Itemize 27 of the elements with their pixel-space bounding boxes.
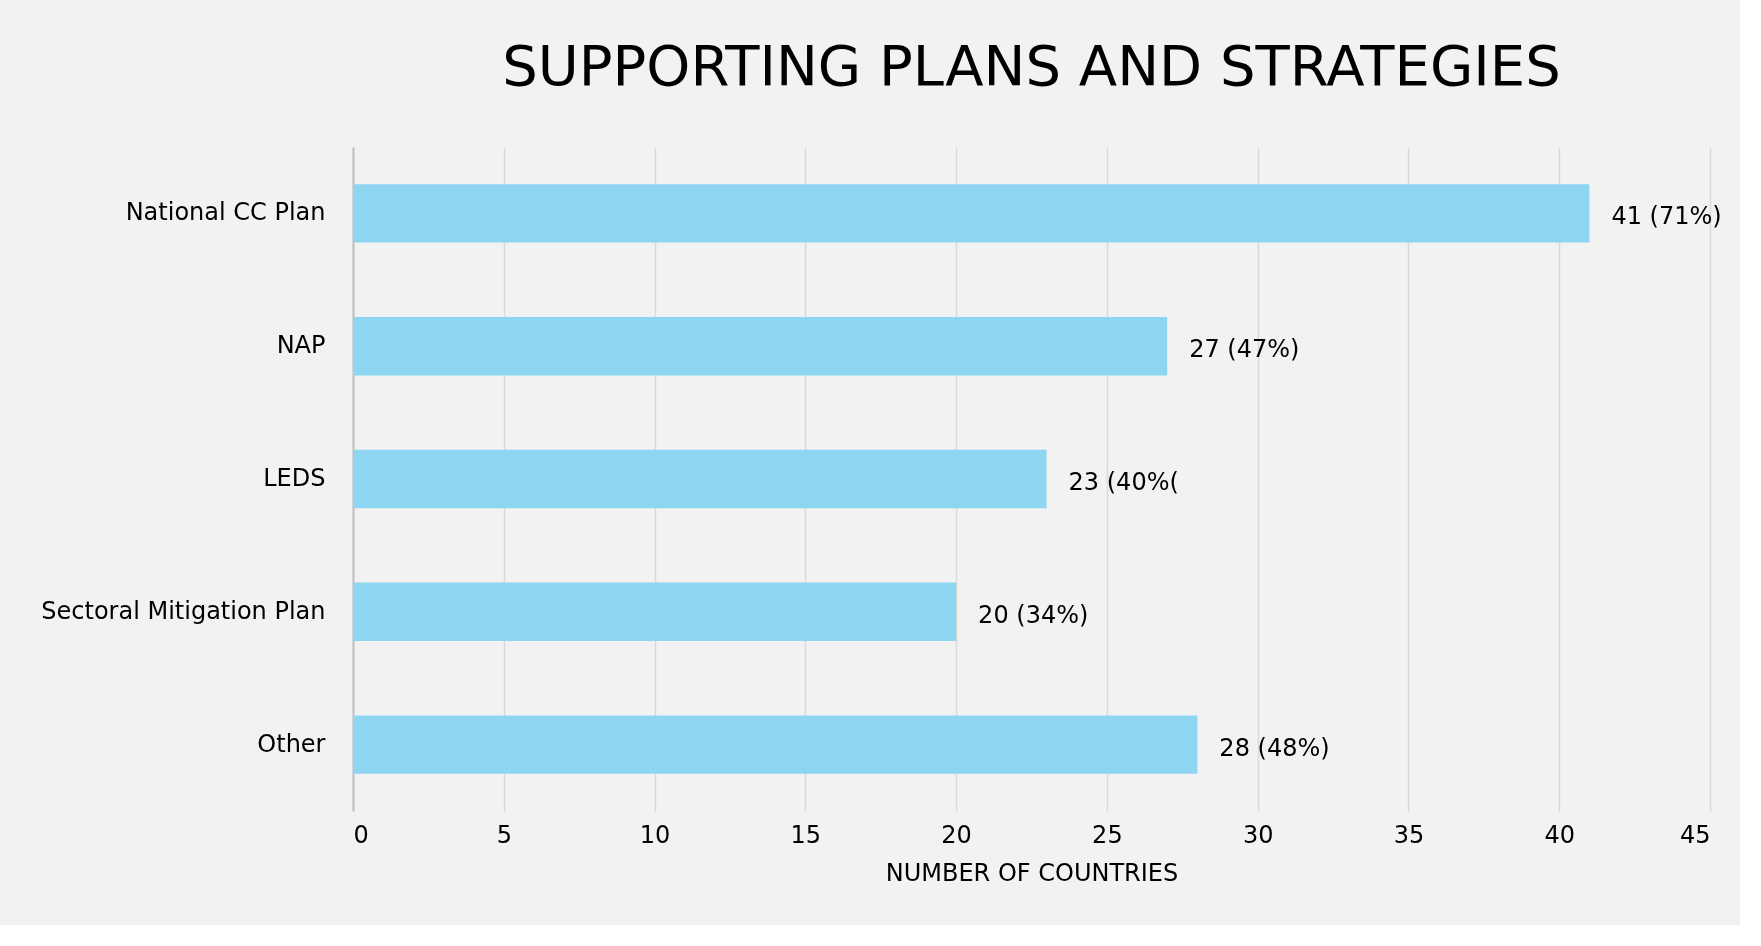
y-tick-label: NAP bbox=[276, 331, 326, 360]
bar bbox=[353, 449, 1047, 509]
bar bbox=[353, 316, 1168, 376]
x-tick-label: 10 bbox=[639, 820, 671, 849]
data-label: 20 (34%) bbox=[978, 600, 1089, 629]
y-tick-label: Sectoral Mitigation Plan bbox=[41, 596, 326, 625]
bar bbox=[353, 184, 1590, 243]
data-label: 23 (40%( bbox=[1068, 468, 1179, 496]
y-tick-label: Other bbox=[257, 729, 326, 758]
x-axis-title: NUMBER OF COUNTRIES bbox=[885, 858, 1179, 887]
chart-title: SUPPORTING PLANS AND STRATEGIES bbox=[502, 33, 1561, 98]
data-label: 28 (48%) bbox=[1219, 733, 1330, 762]
x-tick-label: 40 bbox=[1544, 820, 1575, 849]
x-tick-label: 30 bbox=[1242, 820, 1274, 849]
x-tick-label: 35 bbox=[1393, 820, 1425, 849]
x-tick-label: 0 bbox=[353, 820, 369, 849]
data-label: 27 (47%) bbox=[1189, 335, 1300, 364]
y-tick-label: National CC Plan bbox=[125, 198, 326, 227]
x-tick-label: 25 bbox=[1092, 820, 1123, 849]
x-tick-label: 20 bbox=[941, 820, 972, 849]
x-tick-label: 15 bbox=[790, 820, 822, 849]
data-label: 41 (71%) bbox=[1611, 202, 1722, 231]
y-tick-label: LEDS bbox=[263, 464, 326, 492]
x-tick-label: 45 bbox=[1679, 820, 1711, 849]
bar bbox=[353, 715, 1198, 774]
x-tick-label: 5 bbox=[496, 820, 512, 849]
bar bbox=[353, 582, 957, 642]
